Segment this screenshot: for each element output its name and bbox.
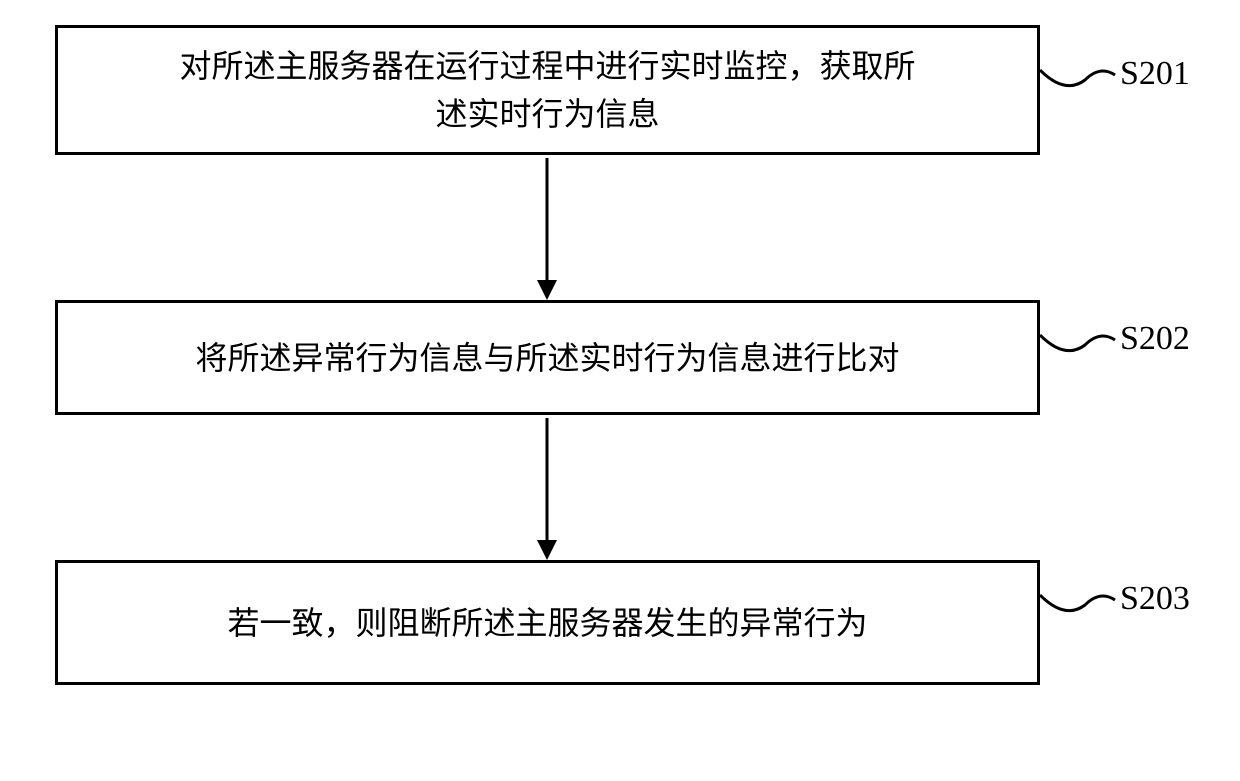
label-s201: S201 [1120,55,1190,93]
connector-curve-2 [1040,315,1120,365]
flowchart-box-s202: 将所述异常行为信息与所述实时行为信息进行比对 [55,300,1040,415]
box2-text: 将所述异常行为信息与所述实时行为信息进行比对 [195,334,899,382]
connector-curve-3 [1040,575,1120,625]
label-s203: S203 [1120,580,1190,618]
flowchart-box-s201: 对所述主服务器在运行过程中进行实时监控，获取所述实时行为信息 [55,25,1040,155]
flowchart-box-s203: 若一致，则阻断所述主服务器发生的异常行为 [55,560,1040,685]
arrow-2 [530,415,565,565]
box1-text: 对所述主服务器在运行过程中进行实时监控，获取所述实时行为信息 [179,42,915,138]
flowchart-container: 对所述主服务器在运行过程中进行实时监控，获取所述实时行为信息 S201 将所述异… [0,0,1240,781]
connector-curve-1 [1040,50,1120,100]
box3-text: 若一致，则阻断所述主服务器发生的异常行为 [227,599,867,647]
arrow-1 [530,155,565,305]
label-s202: S202 [1120,320,1190,358]
